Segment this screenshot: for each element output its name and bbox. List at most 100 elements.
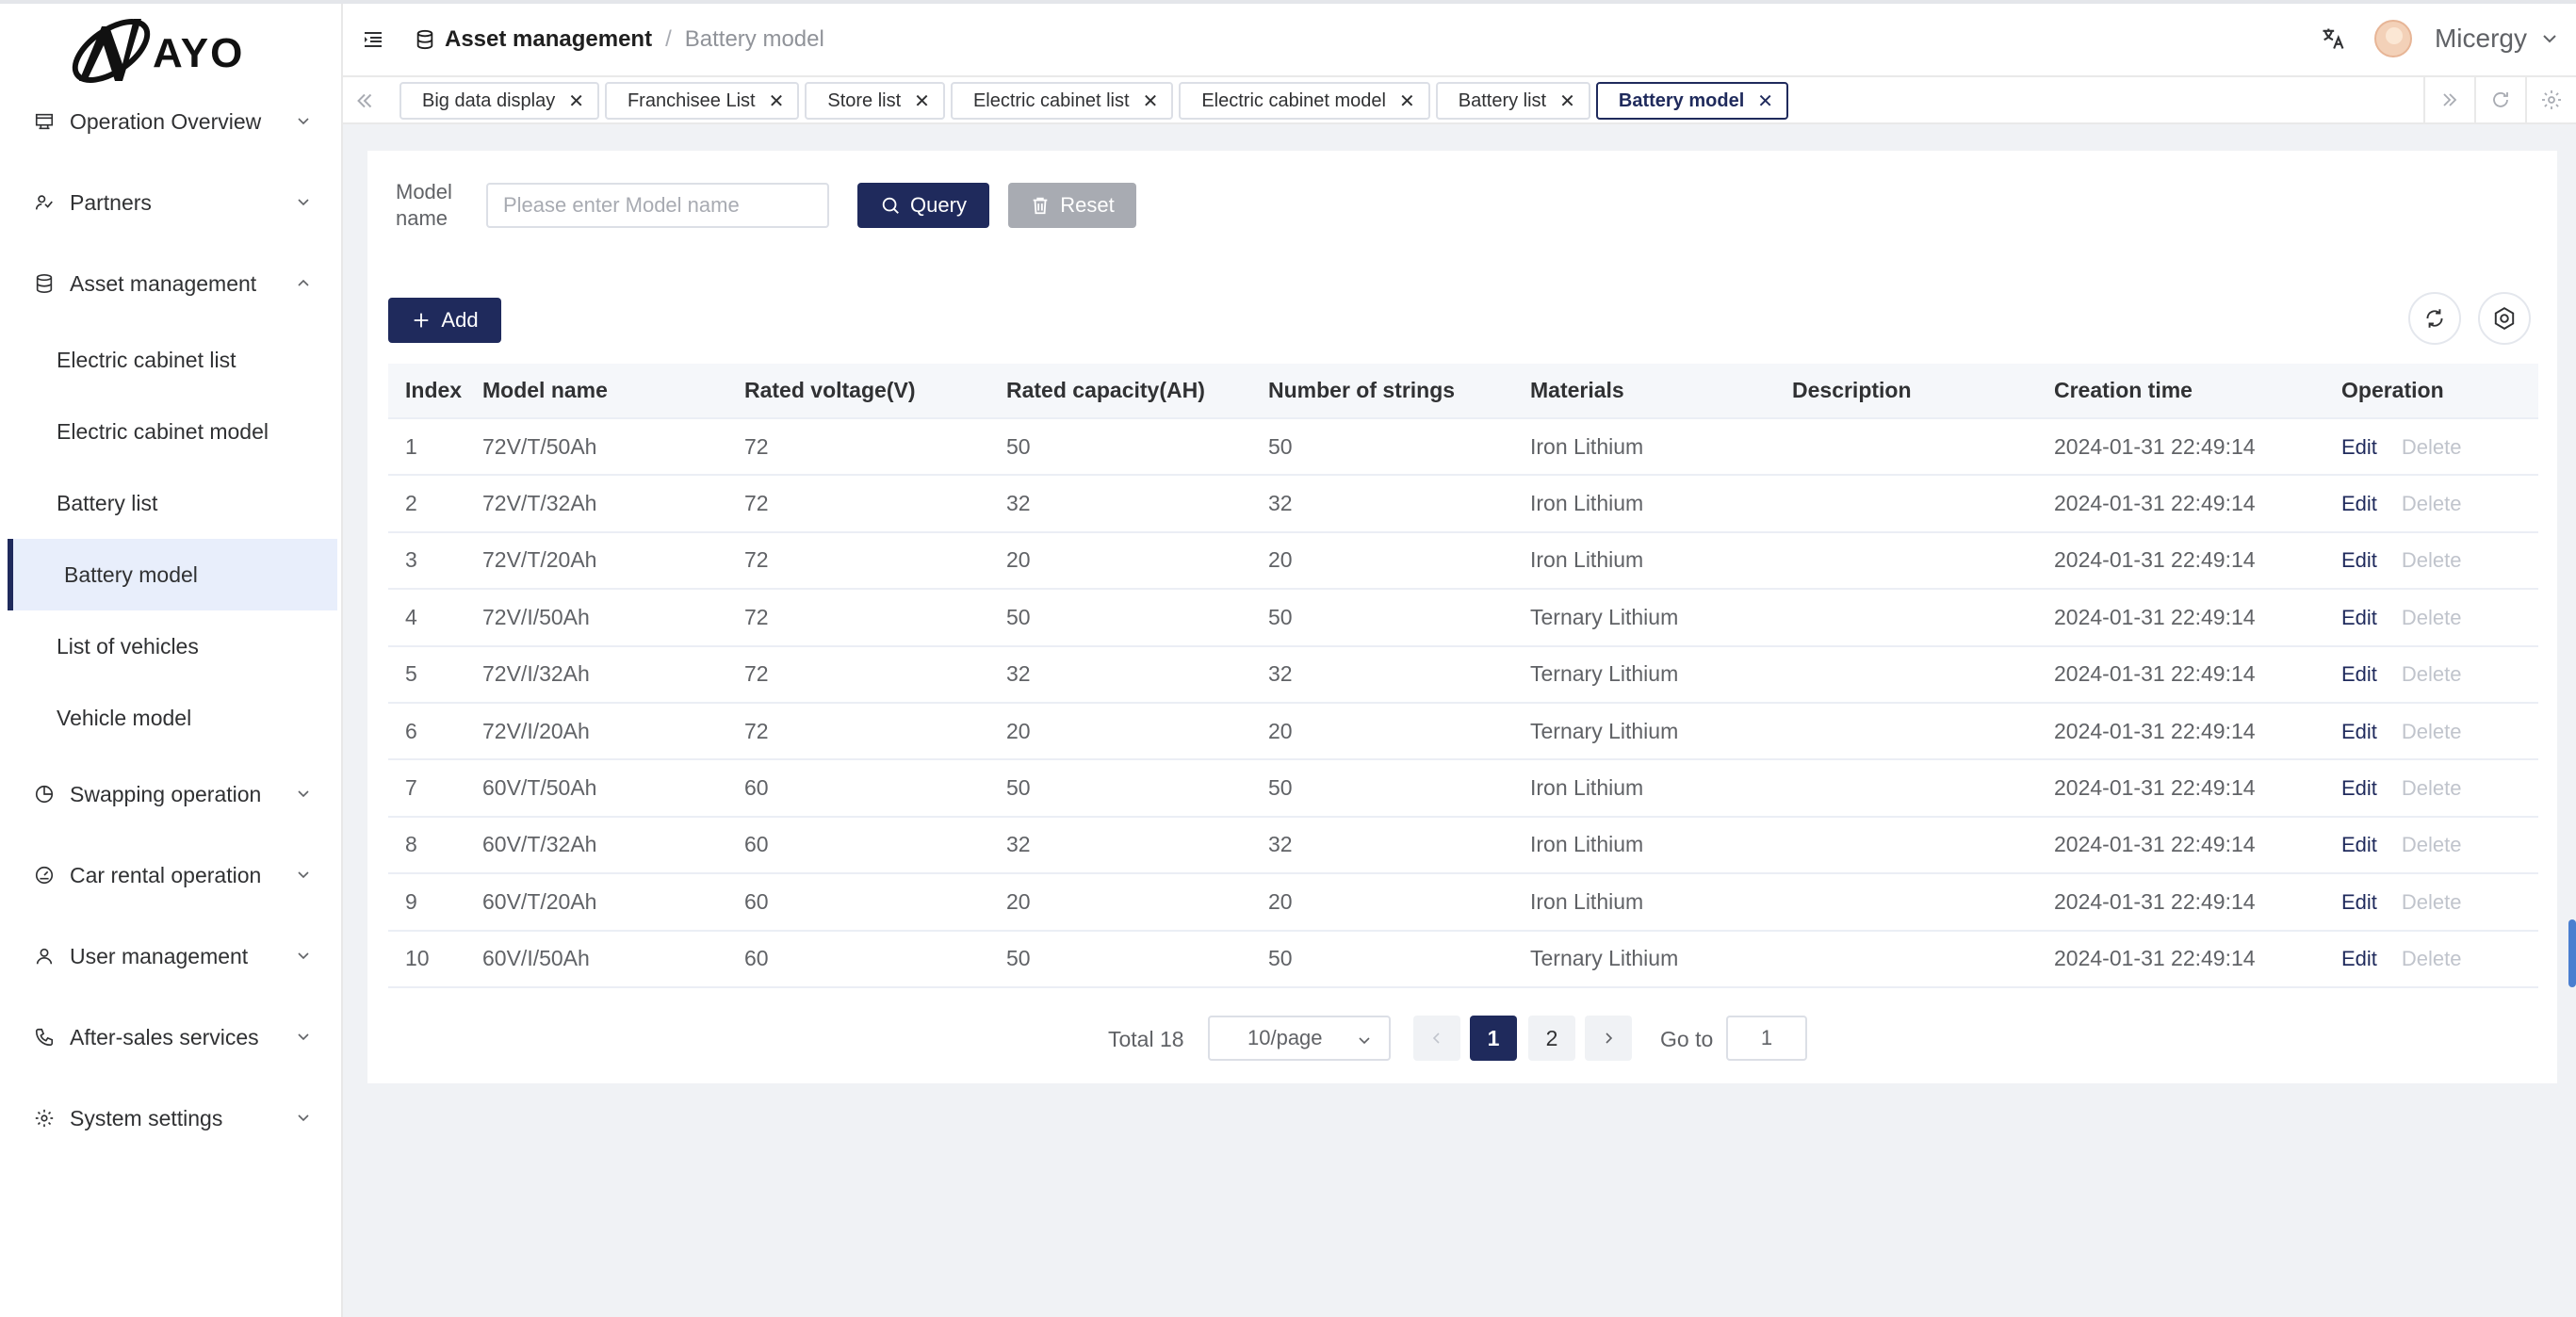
column-settings-button[interactable] xyxy=(2478,292,2531,345)
tab-battery-list[interactable]: Battery list ✕ xyxy=(1435,82,1590,120)
edit-button[interactable]: Edit xyxy=(2341,833,2377,857)
edit-button[interactable]: Edit xyxy=(2341,776,2377,801)
sidebar-group-swapping-operation[interactable]: Swapping operation xyxy=(0,754,341,835)
close-icon[interactable]: ✕ xyxy=(1757,90,1774,112)
delete-button[interactable]: Delete xyxy=(2401,434,2462,459)
prev-page-button[interactable] xyxy=(1413,1016,1460,1061)
top-header: Asset management / Battery model Micergy xyxy=(343,4,2576,77)
cell-number-of-strings: 20 xyxy=(1251,531,1513,591)
tab-franchisee-list[interactable]: Franchisee List ✕ xyxy=(604,82,800,120)
sidebar-group-system-settings[interactable]: System settings xyxy=(0,1078,341,1159)
sidebar-item-battery-model[interactable]: Battery model xyxy=(8,539,337,610)
delete-button[interactable]: Delete xyxy=(2401,605,2462,629)
tab-tools xyxy=(2423,77,2576,124)
tab-store-list[interactable]: Store list ✕ xyxy=(805,82,945,120)
chevron-left-icon xyxy=(1432,1032,1440,1044)
column-header-operation: Operation xyxy=(2324,364,2538,419)
sidebar-item-list-of-vehicles[interactable]: List of vehicles xyxy=(57,633,199,658)
model-name-input[interactable] xyxy=(486,183,829,228)
cell-operation: Edit Delete xyxy=(2324,589,2538,647)
tab-battery-model[interactable]: Battery model ✕ xyxy=(1595,82,1789,120)
cell-index: 1 xyxy=(388,418,465,477)
tab-electric-cabinet-model[interactable]: Electric cabinet model ✕ xyxy=(1179,82,1430,120)
edit-button[interactable]: Edit xyxy=(2341,719,2377,743)
close-icon[interactable]: ✕ xyxy=(1142,90,1159,112)
sidebar-group-operation-overview[interactable]: Operation Overview xyxy=(0,81,341,162)
sidebar-item-electric-cabinet-model[interactable]: Electric cabinet model xyxy=(57,418,269,444)
close-icon[interactable]: ✕ xyxy=(768,90,785,112)
refresh-table-button[interactable] xyxy=(2408,292,2461,345)
delete-button[interactable]: Delete xyxy=(2401,833,2462,857)
cell-materials: Ternary Lithium xyxy=(1513,645,1775,704)
plus-icon xyxy=(415,313,429,328)
cell-materials: Ternary Lithium xyxy=(1513,930,1775,988)
close-icon[interactable]: ✕ xyxy=(914,90,930,112)
sidebar-item-electric-cabinet-list[interactable]: Electric cabinet list xyxy=(57,347,236,372)
close-icon[interactable]: ✕ xyxy=(568,90,584,112)
edit-button[interactable]: Edit xyxy=(2341,492,2377,516)
close-icon[interactable]: ✕ xyxy=(1559,90,1575,112)
refresh-tab-button[interactable] xyxy=(2474,77,2525,122)
page-size-select[interactable]: 10/page xyxy=(1208,1016,1391,1061)
next-page-button[interactable] xyxy=(1585,1016,1632,1061)
translate-icon[interactable] xyxy=(2320,25,2346,52)
cell-materials: Iron Lithium xyxy=(1513,531,1775,591)
sidebar-group-partners[interactable]: Partners xyxy=(0,162,341,243)
phone-icon xyxy=(34,1027,55,1048)
username[interactable]: Micergy xyxy=(2434,24,2527,53)
add-button[interactable]: Add xyxy=(388,298,501,343)
sidebar-group-after-sales-services[interactable]: After-sales services xyxy=(0,997,341,1078)
edit-button[interactable]: Edit xyxy=(2341,605,2377,629)
menu-fold-icon[interactable] xyxy=(362,28,384,51)
delete-button[interactable]: Delete xyxy=(2401,776,2462,801)
logo[interactable]: AYO xyxy=(66,6,245,92)
delete-button[interactable]: Delete xyxy=(2401,889,2462,914)
sidebar-item-battery-list[interactable]: Battery list xyxy=(57,490,158,515)
chevron-up-icon xyxy=(298,279,309,286)
breadcrumb: Asset management / Battery model xyxy=(415,26,824,53)
cell-description xyxy=(1775,475,2037,533)
tab-big-data-display[interactable]: Big data display ✕ xyxy=(399,82,599,120)
tabs-scroll-left-icon[interactable] xyxy=(352,89,377,113)
delete-button[interactable]: Delete xyxy=(2401,492,2462,516)
delete-button[interactable]: Delete xyxy=(2401,947,2462,971)
cell-rated-capacity-ah: 20 xyxy=(989,873,1251,932)
query-button[interactable]: Query xyxy=(857,183,989,228)
page-button-1[interactable]: 1 xyxy=(1470,1016,1517,1061)
tab-label: Battery model xyxy=(1618,89,1745,111)
edit-button[interactable]: Edit xyxy=(2341,889,2377,914)
pie-chart-icon xyxy=(34,784,55,805)
goto-page-input[interactable] xyxy=(1726,1016,1807,1061)
cell-rated-capacity-ah: 50 xyxy=(989,418,1251,477)
tabs-scroll-right-button[interactable] xyxy=(2423,77,2474,122)
chevron-down-icon xyxy=(298,1033,309,1041)
sidebar-group-user-management[interactable]: User management xyxy=(0,916,341,997)
breadcrumb-item-asset-management[interactable]: Asset management xyxy=(445,26,653,52)
edit-button[interactable]: Edit xyxy=(2341,548,2377,573)
edit-button[interactable]: Edit xyxy=(2341,947,2377,971)
cell-model-name: 60V/I/50Ah xyxy=(465,930,727,988)
delete-button[interactable]: Delete xyxy=(2401,719,2462,743)
add-button-label: Add xyxy=(441,308,479,332)
sidebar-group-asset-management[interactable]: Asset management xyxy=(0,243,341,324)
delete-button[interactable]: Delete xyxy=(2401,548,2462,573)
cell-operation: Edit Delete xyxy=(2324,475,2538,533)
tabs-list: Big data display ✕ Franchisee List ✕ Store l… xyxy=(399,82,1794,120)
page-scrollbar[interactable] xyxy=(2568,919,2576,987)
search-icon xyxy=(882,197,899,214)
cell-rated-voltage-v: 72 xyxy=(727,589,989,647)
avatar[interactable] xyxy=(2373,20,2412,57)
close-icon[interactable]: ✕ xyxy=(1398,90,1415,112)
reset-button[interactable]: Reset xyxy=(1008,183,1136,228)
edit-button[interactable]: Edit xyxy=(2341,662,2377,687)
chevron-down-icon[interactable] xyxy=(2540,29,2559,48)
edit-button[interactable]: Edit xyxy=(2341,434,2377,459)
sidebar-group-car-rental-operation[interactable]: Car rental operation xyxy=(0,835,341,916)
sidebar-item-vehicle-model[interactable]: Vehicle model xyxy=(57,705,192,730)
page-button-2[interactable]: 2 xyxy=(1528,1016,1575,1061)
tab-settings-button[interactable] xyxy=(2525,77,2576,122)
delete-button[interactable]: Delete xyxy=(2401,662,2462,687)
cell-rated-capacity-ah: 50 xyxy=(989,589,1251,647)
tab-label: Electric cabinet list xyxy=(972,89,1130,111)
tab-electric-cabinet-list[interactable]: Electric cabinet list ✕ xyxy=(950,82,1174,120)
